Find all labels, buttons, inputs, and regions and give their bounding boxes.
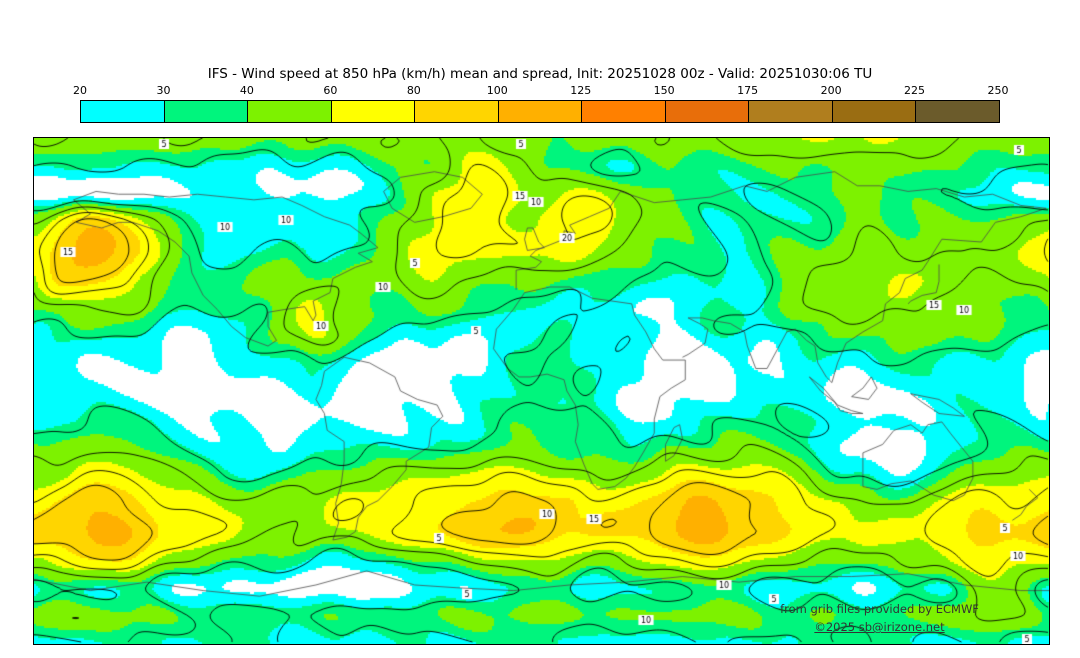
chart-title: IFS - Wind speed at 850 hPa (km/h) mean … xyxy=(207,66,873,82)
colorbar-segment xyxy=(664,101,749,122)
colorbar-tick-label: 250 xyxy=(987,84,1009,97)
colorbar xyxy=(80,100,1000,123)
colorbar-segment xyxy=(497,101,582,122)
colorbar-tick-label: 150 xyxy=(653,84,675,97)
colorbar-segment xyxy=(247,101,331,122)
colorbar-tick-label: 80 xyxy=(406,84,421,97)
colorbar-tick-label: 100 xyxy=(486,84,508,97)
colorbar-segment xyxy=(581,101,665,122)
colorbar-tick-label: 200 xyxy=(820,84,842,97)
colorbar-tick-label: 30 xyxy=(156,84,171,97)
colorbar-segment xyxy=(831,101,916,122)
wind-map-canvas xyxy=(34,138,1049,644)
colorbar-segment xyxy=(330,101,415,122)
colorbar-tick-label: 175 xyxy=(737,84,759,97)
colorbar-segment xyxy=(414,101,498,122)
colorbar-tick-label: 20 xyxy=(73,84,87,97)
colorbar-segment xyxy=(81,101,164,122)
colorbar-segment xyxy=(163,101,248,122)
colorbar-tick-label: 60 xyxy=(323,84,338,97)
colorbar-tick-label: 40 xyxy=(239,84,254,97)
colorbar-segment xyxy=(915,101,1000,122)
colorbar-tick-row: 20 30 40 60 80 100 125 150 175 200 225 250 xyxy=(73,84,1009,97)
colorbar-tick-label: 225 xyxy=(904,84,926,97)
colorbar-tick-label: 125 xyxy=(570,84,592,97)
map-frame xyxy=(33,137,1050,645)
colorbar-segment xyxy=(748,101,832,122)
